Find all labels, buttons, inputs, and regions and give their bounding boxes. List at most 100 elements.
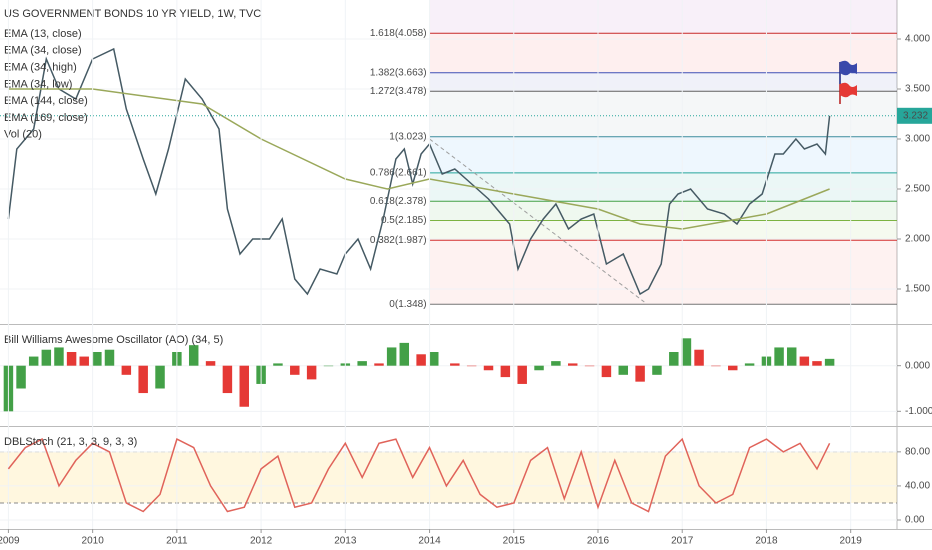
- ao-bar: [694, 349, 704, 366]
- y-tick-label: 0.000: [905, 360, 930, 371]
- fib-label: 1(3.023): [389, 131, 426, 142]
- ao-bar: [104, 349, 115, 366]
- ao-bar: [483, 365, 494, 371]
- y-tick-label: -1.000: [905, 406, 932, 417]
- ao-bar: [728, 365, 738, 371]
- ao-bar: [551, 361, 561, 366]
- ao-bar: [500, 365, 511, 378]
- x-tick-label: 2017: [671, 536, 694, 547]
- y-tick-label: 4.000: [905, 34, 930, 45]
- indicator-label: EMA (34, high): [4, 62, 77, 74]
- indicator-label: Vol (20): [4, 129, 42, 141]
- ao-bar: [121, 365, 132, 375]
- x-tick-label: 2014: [418, 536, 441, 547]
- x-tick-label: 2016: [587, 536, 610, 547]
- indicator-label: EMA (34, close): [4, 45, 82, 57]
- ao-bar: [188, 345, 199, 366]
- fib-label: 1.618(4.058): [370, 28, 427, 39]
- flag-blue: [839, 60, 857, 84]
- ao-bar: [812, 361, 822, 366]
- fib-label: 1.382(3.663): [370, 67, 427, 78]
- ao-bar: [584, 365, 595, 367]
- y-tick-label: 40.00: [905, 481, 930, 492]
- ao-bar: [669, 352, 679, 366]
- ao-bar: [567, 363, 578, 366]
- indicator-label: EMA (169, close): [4, 112, 88, 124]
- ao-bar: [774, 347, 784, 366]
- fib-label: 0.618(2.378): [370, 196, 427, 207]
- y-tick-label: 3.500: [905, 84, 930, 95]
- fib-band: [429, 33, 897, 73]
- ao-bar: [41, 349, 52, 366]
- last-price-label: 3.232: [903, 110, 928, 121]
- pane-title: US GOVERNMENT BONDS 10 YR YIELD, 1W, TVC: [4, 8, 261, 20]
- ao-bar: [429, 352, 439, 366]
- indicator-label: EMA (144, close): [4, 95, 88, 107]
- x-tick-label: 2009: [0, 536, 20, 547]
- fib-label: 0.786(2.661): [370, 168, 427, 179]
- ao-bar: [618, 365, 629, 375]
- indicator-label: EMA (13, close): [4, 28, 82, 40]
- ao-bar: [399, 342, 410, 366]
- y-tick-label: 3.000: [905, 134, 930, 145]
- fib-band: [429, 172, 897, 202]
- x-tick-label: 2019: [840, 536, 863, 547]
- ao-bar: [652, 365, 662, 375]
- fib-label: 1.272(3.478): [370, 86, 427, 97]
- y-tick-label: 2.000: [905, 234, 930, 245]
- fib-label: 0.382(1.987): [370, 235, 427, 246]
- ao-bar: [138, 365, 148, 394]
- ao-bar: [54, 347, 64, 366]
- fib-band: [429, 136, 897, 173]
- ao-bar: [273, 363, 283, 366]
- x-tick-label: 2015: [503, 536, 526, 547]
- ao-bar: [517, 365, 527, 384]
- ao-bar: [239, 365, 249, 407]
- ao-bar: [416, 354, 426, 366]
- fib-label: 0(1.348): [389, 299, 426, 310]
- ao-bar: [290, 365, 300, 375]
- ao-bar: [306, 365, 317, 380]
- last-price-box: [897, 107, 932, 124]
- y-tick-label: 0.00: [905, 515, 925, 526]
- y-tick-label: 2.500: [905, 184, 930, 195]
- x-tick-label: 2018: [755, 536, 778, 547]
- ao-bar: [799, 356, 810, 366]
- x-tick-label: 2010: [82, 536, 105, 547]
- ao-bar: [16, 365, 26, 389]
- ao-bar: [744, 363, 755, 366]
- ao-bar: [711, 365, 721, 367]
- fib-band: [429, 220, 897, 241]
- ao-bar: [466, 365, 477, 367]
- ao-bar: [92, 352, 102, 366]
- flag-red: [839, 82, 857, 104]
- ao-bar: [28, 356, 39, 366]
- ao-bar: [786, 347, 797, 366]
- fib-label: 0.5(2.185): [381, 215, 427, 226]
- ao-bar: [79, 356, 89, 366]
- fib-band: [429, 201, 897, 221]
- x-tick-label: 2013: [334, 536, 357, 547]
- series-line: [7, 47, 831, 296]
- ao-bar: [635, 365, 645, 382]
- ao-bar: [374, 363, 384, 366]
- fib-band: [429, 91, 897, 137]
- ao-bar: [386, 347, 397, 366]
- pane-title: Bill Williams Awesome Oscillator (AO) (3…: [4, 334, 223, 346]
- indicator-label: EMA (34, low): [4, 78, 72, 90]
- ao-bar: [205, 361, 216, 366]
- y-tick-label: 80.00: [905, 446, 930, 457]
- ao-bar: [450, 363, 460, 366]
- ao-bar: [66, 352, 77, 366]
- ao-bar: [323, 365, 334, 367]
- fib-band: [429, 72, 897, 92]
- ao-bar: [357, 361, 367, 366]
- y-tick-label: 1.500: [905, 284, 930, 295]
- x-tick-label: 2011: [166, 536, 188, 547]
- ao-bar: [824, 358, 835, 366]
- x-tick-label: 2012: [250, 536, 273, 547]
- ao-bar: [681, 338, 692, 366]
- ao-bar: [534, 365, 544, 371]
